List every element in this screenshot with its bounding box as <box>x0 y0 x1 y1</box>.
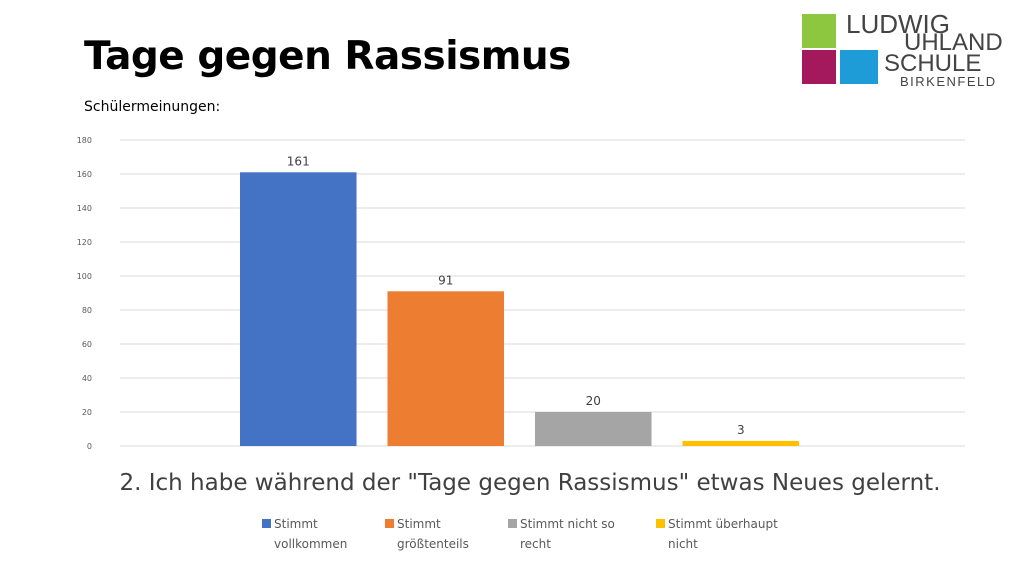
y-tick-label: 120 <box>77 238 92 247</box>
legend-swatch <box>656 519 665 528</box>
y-tick-label: 160 <box>77 170 92 179</box>
slide-subtitle: Schülermeinungen: <box>84 99 221 115</box>
logo-text-line4: BIRKENFELD <box>900 74 997 89</box>
y-tick-label: 40 <box>82 374 92 383</box>
chart-title: 2. Ich habe während der "Tage gegen Rass… <box>119 470 941 496</box>
data-label: 161 <box>287 154 310 168</box>
legend-item: Stimmt nicht so recht <box>508 514 630 554</box>
logo-text-line1: LUDWIG <box>846 9 950 39</box>
y-tick-label: 100 <box>77 272 92 281</box>
data-label: 20 <box>586 394 601 408</box>
logo-green-block <box>802 14 836 48</box>
logo-text-line3: SCHULE <box>884 50 982 77</box>
legend-label: Stimmt vollkommen <box>274 517 348 551</box>
bar-chart: 0 20 40 60 80 100 120 140 160 180 161 91 20 3 <box>77 136 965 451</box>
school-logo: LUDWIG UHLAND SCHULE BIRKENFELD <box>800 9 1012 92</box>
bar <box>682 440 800 446</box>
legend-item: Stimmt größtenteils <box>385 514 507 554</box>
bar <box>387 291 505 446</box>
slide-title: Tage gegen Rassismus <box>84 34 571 79</box>
logo-blue-block <box>840 50 878 84</box>
logo-text-line2: UHLAND <box>904 29 1003 56</box>
data-label: 91 <box>438 273 453 287</box>
y-tick-label: 80 <box>82 306 92 315</box>
bar <box>535 412 652 446</box>
legend-label: Stimmt nicht so recht <box>520 517 615 551</box>
legend-item: Stimmt vollkommen <box>262 514 384 554</box>
legend-swatch <box>262 519 271 528</box>
legend-swatch <box>385 519 394 528</box>
y-tick-label: 20 <box>82 408 92 417</box>
y-tick-label: 180 <box>77 136 92 145</box>
legend-label: Stimmt größtenteils <box>397 517 469 551</box>
bar <box>240 172 357 447</box>
y-tick-label: 60 <box>82 340 92 349</box>
legend-item: Stimmt überhaupt nicht <box>656 514 778 554</box>
y-tick-label: 0 <box>87 442 92 451</box>
legend-swatch <box>508 519 517 528</box>
y-tick-label: 140 <box>77 204 92 213</box>
legend-label: Stimmt überhaupt nicht <box>668 517 778 551</box>
logo-magenta-block <box>802 50 836 84</box>
data-label: 3 <box>737 423 745 437</box>
